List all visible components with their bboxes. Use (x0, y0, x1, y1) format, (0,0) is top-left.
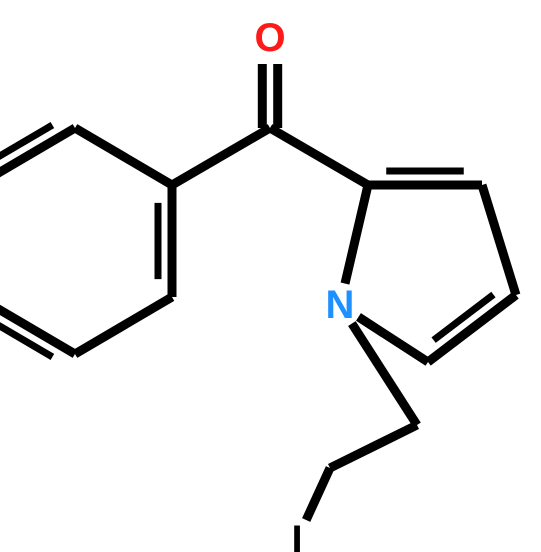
bonds-group (0, 64, 516, 520)
bond (345, 185, 368, 284)
bond (75, 297, 172, 354)
bond (270, 128, 368, 185)
atom-label-o: O (254, 16, 285, 60)
bond (75, 128, 172, 185)
atom-label-i: I (291, 518, 302, 552)
atoms-group: O N I (254, 16, 354, 552)
bond (306, 468, 330, 520)
atom-label-n: N (326, 283, 355, 327)
bond (482, 185, 516, 295)
bond (330, 425, 417, 468)
molecule-diagram: O N I (0, 0, 541, 552)
bond (172, 128, 270, 185)
bond (428, 295, 516, 362)
